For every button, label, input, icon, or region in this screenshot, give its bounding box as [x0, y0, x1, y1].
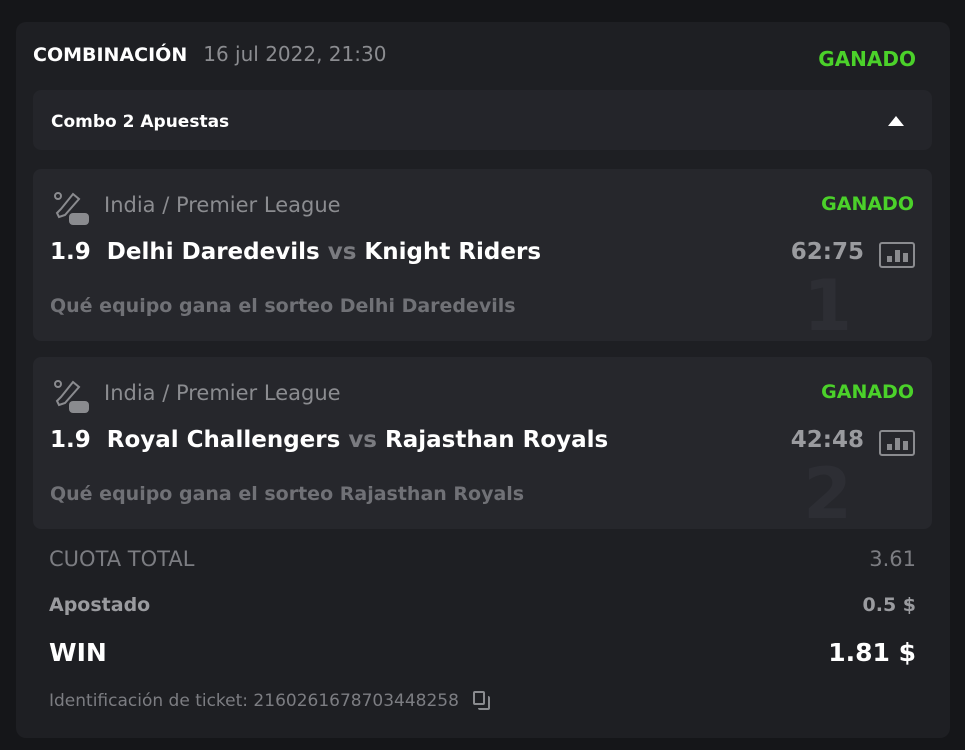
statistics-icon[interactable]: [879, 430, 915, 456]
win-label: WIN: [49, 638, 107, 667]
collapse-arrow-icon[interactable]: [888, 116, 904, 126]
away-team: Knight Riders: [364, 239, 542, 265]
bet-header: COMBINACIÓN 16 jul 2022, 21:30: [33, 42, 386, 66]
stake-value: 0.5 $: [862, 594, 917, 616]
event-card: 2 India / Premier League GANADO 1.9 Roya…: [33, 357, 932, 529]
vs-label: vs: [327, 239, 357, 265]
event-score: 42:48: [790, 427, 864, 453]
cricket-esports-icon: [54, 380, 89, 413]
total-odds-row: CUOTA TOTAL 3.61: [49, 547, 916, 571]
away-team: Rajasthan Royals: [385, 427, 609, 453]
combo-toggle[interactable]: Combo 2 Apuestas: [33, 90, 932, 150]
win-value: 1.81 $: [828, 638, 916, 667]
event-card: 1 India / Premier League GANADO 1.9 Delh…: [33, 169, 932, 341]
combo-label: Combo 2 Apuestas: [51, 112, 230, 132]
total-odds-value: 3.61: [869, 547, 916, 571]
stake-row: Apostado 0.5 $: [49, 594, 916, 616]
cricket-esports-icon: [54, 192, 89, 225]
event-match: 1.9 Delhi Daredevils vs Knight Riders: [50, 239, 541, 265]
home-team: Delhi Daredevils: [106, 239, 320, 265]
event-score: 62:75: [790, 239, 864, 265]
ticket-id-label: Identificación de ticket: 21602616787034…: [49, 691, 459, 711]
total-odds-label: CUOTA TOTAL: [49, 547, 195, 571]
event-status: GANADO: [821, 381, 914, 403]
event-odds: 1.9: [50, 427, 91, 453]
event-index: 2: [803, 453, 852, 529]
statistics-icon[interactable]: [879, 242, 915, 268]
stake-label: Apostado: [49, 594, 151, 616]
event-status: GANADO: [821, 193, 914, 215]
event-match: 1.9 Royal Challengers vs Rajasthan Royal…: [50, 427, 608, 453]
event-league: India / Premier League: [104, 381, 341, 405]
ticket-id: Identificación de ticket: 21602616787034…: [49, 690, 493, 712]
event-pick: Qué equipo gana el sorteo Rajasthan Roya…: [50, 483, 525, 505]
event-pick: Qué equipo gana el sorteo Delhi Daredevi…: [50, 295, 516, 317]
bet-date: 16 jul 2022, 21:30: [203, 42, 387, 66]
vs-label: vs: [348, 427, 377, 453]
win-row: WIN 1.81 $: [49, 638, 916, 667]
bet-status-badge: GANADO: [818, 47, 916, 71]
copy-icon[interactable]: [471, 690, 493, 712]
home-team: Royal Challengers: [106, 427, 341, 453]
bet-type-title: COMBINACIÓN: [33, 44, 188, 66]
event-league: India / Premier League: [104, 193, 341, 217]
event-odds: 1.9: [50, 239, 91, 265]
event-index: 1: [803, 265, 852, 341]
